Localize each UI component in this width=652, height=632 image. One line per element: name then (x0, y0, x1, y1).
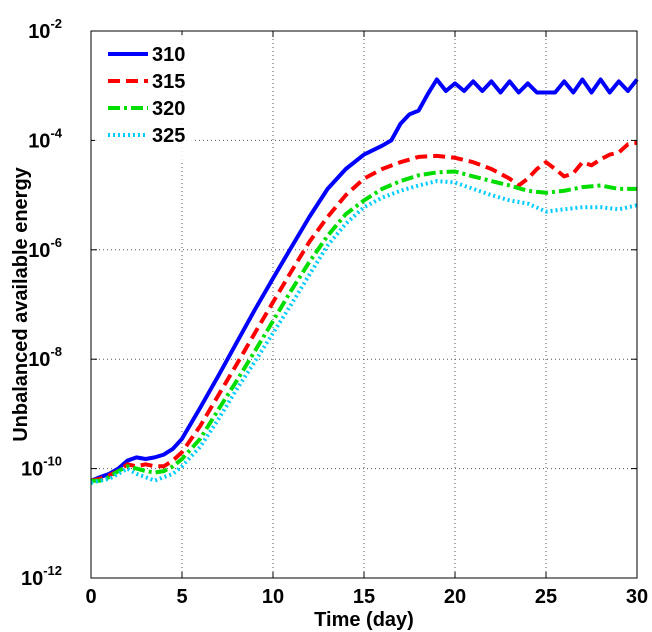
y-tick-exponent: -12 (43, 563, 62, 578)
data-series-group (90, 77, 639, 485)
y-tick-base: 10 (21, 459, 43, 481)
legend-label: 315 (152, 71, 185, 93)
x-axis-title: Time (day) (314, 609, 414, 631)
y-tick-label: 10-6 (28, 235, 62, 262)
y-tick-base: 10 (28, 130, 50, 152)
x-tick-label: 5 (176, 586, 187, 608)
y-tick-base: 10 (28, 349, 50, 371)
x-tick-label: 10 (262, 586, 284, 608)
x-tick-label: 30 (626, 586, 648, 608)
y-tick-base: 10 (28, 21, 50, 43)
y-axis-title: Unbalanced available energy (10, 166, 32, 441)
legend-label: 310 (152, 44, 185, 66)
y-tick-label: 10-12 (21, 563, 62, 590)
y-tick-exponent: -10 (43, 454, 62, 469)
legend-label: 320 (152, 98, 185, 120)
series-line-320 (91, 169, 637, 483)
y-tick-exponent: -8 (50, 344, 62, 359)
grid (91, 31, 637, 578)
y-tick-base: 10 (28, 240, 50, 262)
y-tick-base: 10 (21, 568, 43, 590)
x-tick-label: 15 (353, 586, 375, 608)
series-line-315 (90, 140, 638, 483)
y-tick-label: 10-8 (28, 344, 62, 371)
x-tick-label: 20 (444, 586, 466, 608)
x-tick-label: 0 (85, 586, 96, 608)
legend: 310 315 320 325 (95, 35, 195, 160)
y-tick-exponent: -4 (50, 125, 62, 140)
y-tick-label: 10-4 (28, 125, 63, 152)
legend-label: 325 (152, 125, 185, 147)
y-tick-label: 10-2 (28, 16, 62, 43)
series-line-310 (90, 77, 639, 483)
y-tick-exponent: -6 (50, 235, 62, 250)
y-tick-exponent: -2 (50, 16, 62, 31)
y-tick-label: 10-10 (21, 454, 62, 481)
x-tick-label: 25 (535, 586, 557, 608)
